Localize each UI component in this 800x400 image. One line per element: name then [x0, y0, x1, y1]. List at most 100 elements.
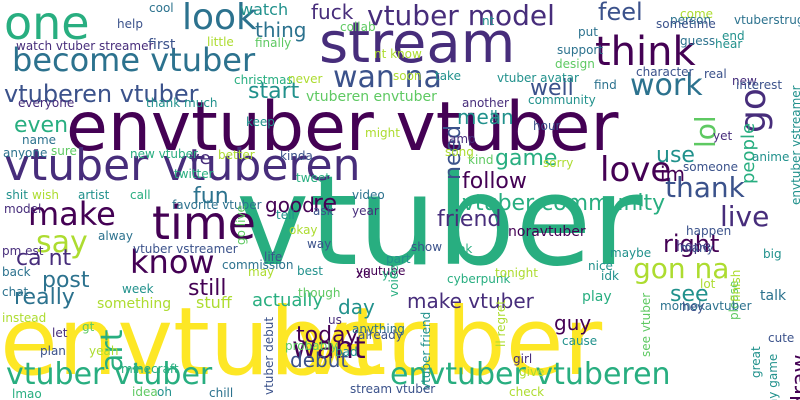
cloud-word: vtuber friend	[419, 312, 433, 391]
cloud-word: nice	[588, 259, 613, 273]
cloud-word: pm est	[2, 244, 44, 258]
cloud-word: shit	[6, 188, 28, 202]
cloud-word: watch vtuber streamer	[16, 39, 154, 53]
cloud-word: alway	[98, 229, 133, 243]
cloud-word: show	[411, 240, 443, 254]
cloud-word: tonight	[495, 266, 538, 280]
cloud-word: envtuber vtuberen	[390, 357, 671, 392]
cloud-word: voice	[387, 265, 401, 297]
cloud-word: song	[445, 145, 474, 159]
cloud-word: bad	[335, 345, 358, 359]
cloud-word: draw	[788, 355, 800, 400]
cloud-word: still	[188, 276, 227, 301]
cloud-word: little	[207, 35, 234, 49]
cloud-word: everyone	[18, 96, 75, 110]
cloud-word: maybe	[610, 246, 652, 260]
cloud-word: make vtuber	[407, 289, 534, 313]
cloud-word: part	[386, 252, 411, 266]
cloud-word: anything	[352, 322, 405, 336]
cloud-word: chat	[2, 285, 29, 299]
cloud-word: look	[182, 0, 257, 38]
cloud-word: envtuber vtuber	[66, 88, 619, 167]
cloud-word: start	[248, 79, 300, 104]
cloud-word: cute	[768, 331, 795, 345]
cloud-word: idea	[132, 385, 158, 399]
cloud-word: even	[14, 113, 69, 138]
cloud-word: sometime	[656, 17, 716, 31]
cloud-word: kinda	[280, 149, 313, 163]
cloud-word: actually	[252, 290, 324, 311]
cloud-word: wan na	[333, 60, 442, 95]
cloud-word: guess	[680, 34, 716, 48]
cloud-word: something	[97, 296, 172, 312]
cloud-word: happen	[686, 224, 732, 238]
cloud-word: cool	[149, 1, 174, 15]
cloud-word: okay	[289, 223, 318, 237]
cloud-word: chill	[209, 386, 234, 400]
cloud-word: go live	[234, 205, 248, 245]
cloud-word: kind	[468, 153, 494, 167]
cloud-word: live	[720, 200, 770, 233]
cloud-word: vtuber	[236, 150, 643, 294]
cloud-word: sure	[51, 144, 77, 158]
cloud-word: vtuber vstreamer	[133, 242, 238, 256]
cloud-word: girl	[513, 352, 533, 366]
cloud-word: idk	[601, 269, 619, 283]
cloud-word: come	[680, 7, 714, 21]
cloud-word: year	[352, 204, 379, 218]
cloud-word: another	[462, 96, 509, 110]
cloud-word: watch	[240, 0, 289, 19]
cloud-word: interest	[736, 78, 783, 92]
cloud-word: love	[600, 150, 672, 190]
cloud-word: thank	[665, 171, 745, 204]
cloud-word: follow	[462, 169, 527, 194]
cloud-word: gon na	[633, 252, 730, 285]
cloud-word: hey	[682, 300, 705, 314]
cloud-word: hour	[533, 119, 561, 133]
cloud-word: gt	[82, 320, 95, 334]
cloud-word: probably	[285, 339, 338, 353]
cloud-word: someone	[683, 160, 738, 174]
cloud-word: momokavtuber	[660, 299, 752, 313]
cloud-word: week	[122, 282, 154, 296]
cloud-word: vtuber community	[462, 191, 666, 216]
cloud-word: twitter	[174, 167, 214, 181]
cloud-word: ask	[313, 204, 334, 218]
cloud-word: debut	[290, 348, 349, 372]
cloud-word: call	[130, 188, 151, 202]
cloud-word: friend	[437, 207, 502, 232]
cloud-word: best	[297, 264, 323, 278]
cloud-word: help	[117, 17, 143, 31]
cloud-word: model	[4, 202, 42, 216]
cloud-word: minecraft	[121, 362, 179, 376]
cloud-word: find	[594, 78, 617, 92]
cloud-word: mean	[457, 105, 514, 129]
cloud-word: already	[358, 328, 403, 342]
cloud-word: back	[2, 265, 31, 279]
cloud-word: make	[28, 195, 116, 233]
cloud-word: vtuberen envtuber	[306, 89, 437, 105]
cloud-word: soon	[393, 69, 422, 83]
cloud-word: lot	[700, 277, 716, 291]
cloud-word: cyberpunk	[447, 272, 511, 286]
cloud-word: guy	[554, 311, 592, 335]
cloud-word: yet	[713, 129, 733, 143]
cloud-word: work	[630, 68, 703, 103]
cloud-word: might	[365, 126, 400, 140]
cloud-word: play game	[766, 354, 780, 400]
cloud-word: thank much	[146, 96, 218, 110]
cloud-word: ca nt	[16, 246, 72, 271]
cloud-word: envtuber vstreamer	[789, 85, 800, 205]
cloud-word: first	[148, 37, 176, 53]
cloud-word: person	[670, 13, 712, 27]
cloud-word: fun	[193, 184, 229, 209]
cloud-word: life	[264, 250, 283, 264]
cloud-word: time	[152, 196, 256, 250]
cloud-word: become vtuber	[12, 41, 256, 79]
cloud-word: feel	[598, 0, 643, 26]
cloud-word: take	[435, 69, 461, 83]
cloud-word: new	[732, 74, 757, 88]
cloud-word: vtuber	[294, 288, 603, 397]
cloud-word: noravtuber	[508, 224, 586, 240]
cloud-word: oh	[157, 385, 172, 399]
